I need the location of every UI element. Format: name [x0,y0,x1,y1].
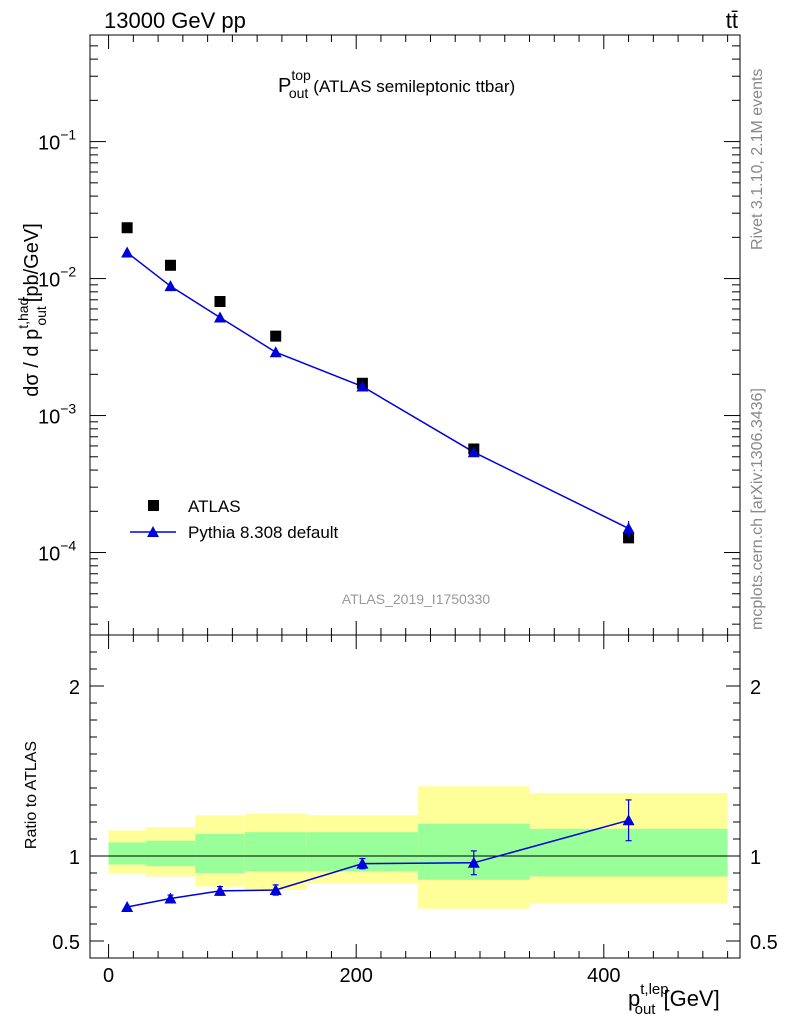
title-sub: out [289,85,309,101]
legend-pythia-marker [147,526,159,537]
process-label: tt̄ [726,8,738,33]
main-frame [89,34,741,636]
atlas-point [121,222,133,234]
ratio-tick-labels: 0.5 0.5 1 1 2 2 0 200 400 [52,677,778,987]
pythia-point [269,346,282,358]
ratio-ytick-label-left: 1 [69,847,80,869]
atlas-points [121,222,635,544]
ratio-point [214,884,226,896]
xlabel-unit: [GeV] [663,986,719,1011]
ratio-ytick-label-left: 2 [69,677,80,699]
ratio-point [164,892,177,904]
ratio-point [467,856,480,868]
atlas-point [270,330,282,342]
main-ytick-label: 10−1 [38,127,76,155]
energy-label: 13000 GeV pp [104,8,246,33]
legend-pythia-label: Pythia 8.308 default [188,523,339,542]
ratio-xtick-label: 400 [587,965,620,987]
title-rest: (ATLAS semileptonic ttbar) [313,77,515,96]
pythia-points [121,246,635,537]
atlas-point [623,532,635,544]
main-ticks [90,35,740,635]
main-ylabel: dσ / d pt,had out [pb/GeV] [15,223,49,397]
ratio-point [622,814,635,826]
ratio-ticks [90,634,740,958]
main-ytick-label: 10−3 [38,401,76,429]
pythia-point [467,446,480,458]
ratio-ylabel: Ratio to ATLAS [23,741,40,849]
ylabel-unit: [pb/GeV] [21,223,43,302]
ratio-pythia-points [121,799,635,912]
ratio-band-inner [244,832,307,872]
title-sup: top [291,67,311,83]
xlabel-main: p [628,986,640,1011]
ratio-ytick-label-right: 2 [750,677,761,699]
legend-atlas-label: ATLAS [188,497,241,516]
ylabel-sup: t,had [15,298,31,329]
ratio-ytick-label-right: 0.5 [750,932,778,954]
ratio-band-inner [108,842,146,865]
xlabel-sup: t,lep [640,981,668,998]
pythia-point [214,311,226,323]
atlas-point [214,296,226,308]
main-ytick-label: 10−4 [38,538,76,566]
ratio-ytick-label-right: 1 [750,847,761,869]
ratio-uncertainty-bands [108,786,728,909]
ratio-band-inner [145,840,196,867]
ratio-panel: 0.5 0.5 1 1 2 2 0 200 400 Ratio to ATLAS pt,lep o… [23,634,778,1018]
ylabel-main: dσ / d p [21,329,43,397]
pythia-point [164,280,177,292]
ratio-point [356,857,369,869]
plot-title: Ptop out (ATLAS semileptonic ttbar) [278,67,515,101]
mcplots-label: mcplots.cern.ch [arXiv:1306.3436] [749,388,766,630]
legend-atlas-marker [148,500,159,511]
ratio-xtick-label: 200 [340,965,373,987]
ratio-xlabel: pt,lep out [GeV] [628,981,720,1018]
ratio-band-inner [195,833,245,873]
rivet-label: Rivet 3.1.10, 2.1M events [749,69,766,250]
main-panel: 10−410−310−210−1 Ptop out (ATLAS semilepto… [15,34,741,636]
main-ytick-label: 10−2 [38,264,76,292]
ratio-frame [89,634,741,959]
ratio-xtick-label: 0 [103,965,114,987]
ratio-ytick-label-left: 0.5 [52,932,80,954]
ratio-point [269,884,282,895]
main-ytick-labels: 10−4 10−3 10−2 10−1 [38,127,76,566]
title-main: P [278,75,291,97]
legend: ATLAS Pythia 8.308 default [130,497,339,542]
ratio-point [121,901,134,912]
pythia-point [121,246,134,258]
pythia-point [356,380,369,392]
ylabel-sub: out [33,306,49,326]
pythia-line [126,251,629,530]
atlas-point [164,259,176,271]
xlabel-sub: out [635,1001,657,1018]
pythia-point [622,522,635,534]
analysis-watermark: ATLAS_2019_I1750330 [342,591,491,607]
